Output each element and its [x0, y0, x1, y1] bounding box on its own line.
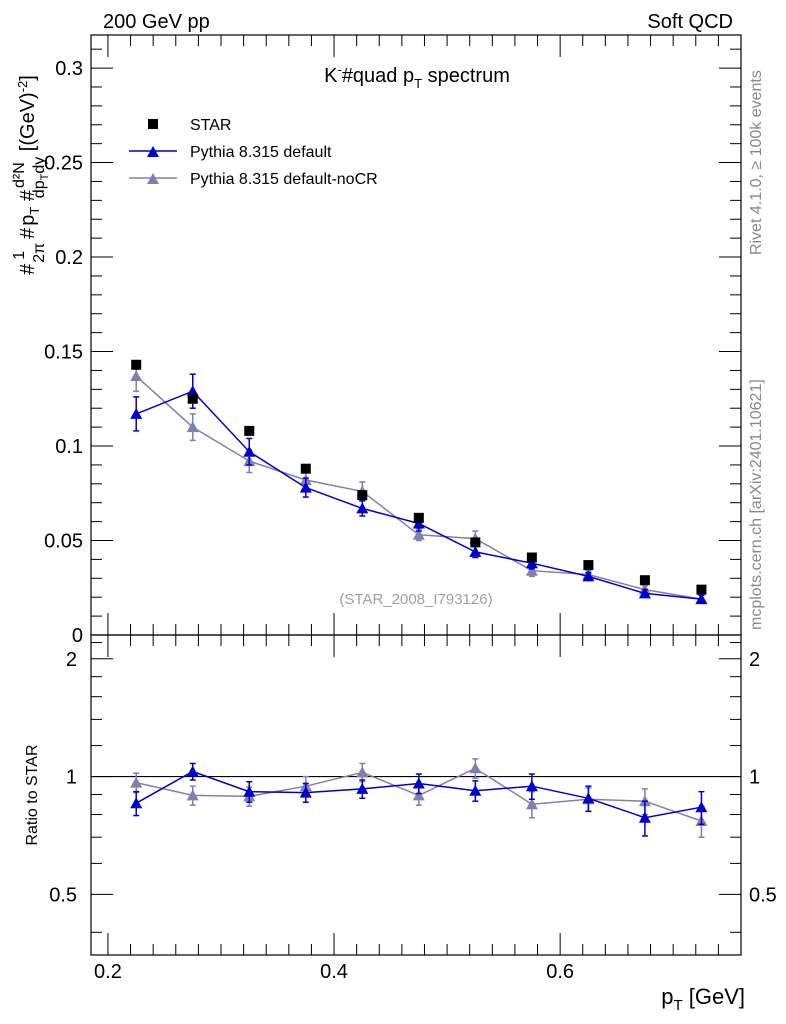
ratio-point — [412, 789, 425, 801]
data-point — [583, 560, 594, 571]
data-point — [413, 512, 424, 523]
data-point — [356, 502, 369, 514]
data-point — [186, 421, 199, 433]
ratio-point — [186, 765, 199, 777]
main-series-layer — [130, 359, 708, 605]
legend-marker-default — [147, 146, 159, 157]
ratio-series-1 — [130, 758, 708, 838]
data-point — [412, 517, 425, 529]
legend-label-star: STAR — [190, 117, 231, 134]
y-tick-label-main: 0 — [72, 625, 83, 647]
legend-label-default: Pythia 8.315 default — [190, 144, 332, 161]
y-tick-label-main: 0.25 — [44, 153, 83, 175]
main-plot-frame — [90, 34, 742, 636]
series-2 — [130, 360, 708, 605]
data-point — [695, 593, 708, 605]
ratio-point — [469, 784, 482, 796]
ratio-plot-frame — [90, 634, 742, 956]
data-point — [300, 463, 311, 474]
y-tick-label-main: 0.2 — [55, 247, 83, 269]
legend-marker-star — [148, 119, 158, 129]
series-line — [135, 375, 702, 600]
main-axis-ticks — [91, 35, 742, 636]
ratio-axis-ticks — [91, 635, 742, 955]
ratio-point — [356, 766, 369, 778]
ratio-y-tick-label-right: 2 — [749, 649, 760, 671]
ratio-y-tick-label-left: 1 — [66, 767, 77, 789]
header-right: Soft QCD — [647, 11, 733, 33]
data-point — [299, 481, 312, 493]
data-point — [526, 552, 537, 563]
y-tick-labels-main: 0 0.05 0.1 0.15 0.2 0.25 0.3 — [44, 58, 83, 647]
data-point — [639, 575, 650, 586]
x-axis-label: pT [GeV] — [661, 984, 745, 1014]
data-point — [130, 407, 143, 419]
ratio-y-tick-label-left: 2 — [66, 649, 77, 671]
ratio-y-tick-label-right: 0.5 — [749, 884, 777, 906]
chart-title: K-#quad pT spectrum — [324, 62, 510, 91]
legend-label-nocr: Pythia 8.315 default-noCR — [190, 171, 378, 188]
legend-marker-nocr — [147, 173, 159, 184]
x-tick-label: 0.6 — [546, 961, 574, 983]
ratio-series-layer — [130, 758, 708, 838]
x-tick-label: 0.4 — [320, 961, 348, 983]
rivet-version-text: Rivet 4.1.0, ≥ 100k events — [748, 70, 765, 255]
ratio-y-axis-label: Ratio to STAR — [24, 744, 41, 845]
ratio-point — [695, 801, 708, 813]
data-point — [130, 370, 143, 382]
data-point — [525, 557, 538, 569]
ratio-point — [412, 777, 425, 789]
ratio-point — [299, 786, 312, 798]
legend: STAR Pythia 8.315 default Pythia 8.315 d… — [129, 117, 378, 188]
data-point — [525, 564, 538, 576]
data-point — [131, 359, 142, 370]
data-point — [243, 445, 256, 457]
data-point — [469, 545, 482, 557]
ratio-point — [130, 776, 143, 788]
ratio-y-tick-label-right: 1 — [749, 767, 760, 789]
ratio-point — [525, 780, 538, 792]
series-1 — [130, 373, 708, 605]
data-point — [187, 393, 198, 404]
x-tick-label: 0.2 — [94, 961, 122, 983]
header-left: 200 GeV pp — [103, 11, 210, 33]
data-point — [582, 570, 595, 582]
ratio-point — [130, 797, 143, 809]
series-0 — [131, 359, 707, 595]
ratio-point — [356, 782, 369, 794]
y-tick-label-main: 0.05 — [44, 531, 83, 553]
y-axis-label: #1 2π#pT #d²NdpTdy [(GeV)-2] — [11, 75, 51, 275]
data-point — [696, 584, 707, 595]
ratio-series-0 — [130, 762, 708, 837]
mcplots-reference-text: mcplots.cern.ch [arXiv:2401.10621] — [748, 379, 765, 630]
ratio-point — [243, 785, 256, 797]
data-point — [412, 528, 425, 540]
y-tick-label-main: 0.15 — [44, 342, 83, 364]
data-point — [470, 537, 481, 548]
data-point — [638, 587, 651, 599]
y-tick-label-main: 0.3 — [55, 58, 83, 80]
data-point — [186, 385, 199, 397]
ratio-point — [638, 811, 651, 823]
analysis-watermark: (STAR_2008_I793126) — [339, 591, 492, 608]
svg-text:#12π#pT #d²NdpTdy [(GeV)-2]: #1 2π#pT #d²NdpTdy [(GeV)-2] — [11, 75, 51, 275]
y-tick-labels-ratio: 0.5 0.5 1 1 2 2 — [49, 649, 777, 907]
ratio-y-tick-label-left: 0.5 — [49, 884, 77, 906]
ratio-point — [582, 792, 595, 804]
ratio-point — [186, 789, 199, 801]
y-tick-label-main: 0.1 — [55, 436, 83, 458]
series-line — [135, 390, 702, 600]
data-point — [244, 425, 255, 436]
ratio-point — [469, 762, 482, 774]
ratio-point — [525, 798, 538, 810]
x-tick-labels: 0.2 0.4 0.6 — [94, 961, 574, 983]
data-point — [357, 490, 368, 501]
